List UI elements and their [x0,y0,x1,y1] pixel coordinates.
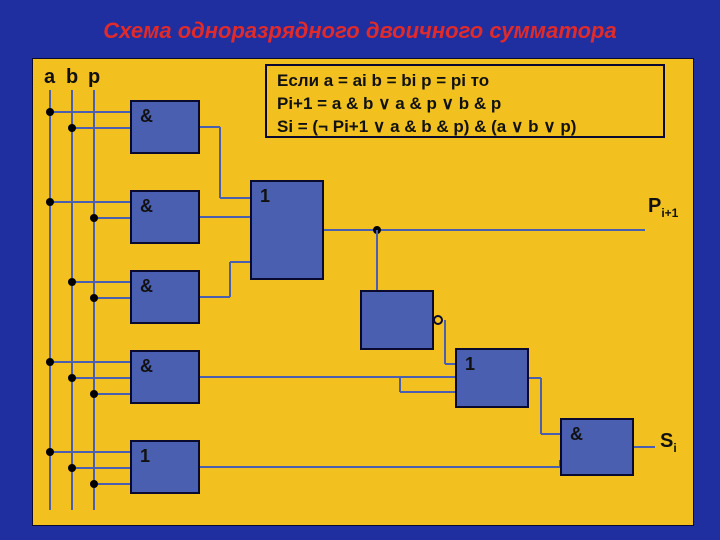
inverter-bubble [433,315,443,325]
wire [200,466,560,468]
gate-and-3: & [130,270,200,324]
junction-dot [68,124,76,132]
junction-dot [46,198,54,206]
wire [94,217,130,219]
wire [445,363,455,365]
gate-buffer [360,290,434,350]
diagram-title: Схема одноразрядного двоичного сумматора [0,18,720,44]
junction-dot [68,464,76,472]
gate-or-inputs: 1 [130,440,200,494]
gate-and-2: & [130,190,200,244]
wire [219,127,221,198]
wire [200,126,220,128]
wire [230,261,250,263]
wire [72,467,130,469]
wire [200,376,400,378]
wire [50,111,130,113]
wire [444,320,446,364]
wire [220,197,250,199]
output-label-s: Si [660,430,677,455]
gate-and-1: & [130,100,200,154]
junction-dot [46,358,54,366]
junction-dot [90,390,98,398]
wire [376,230,378,290]
wire [94,297,130,299]
wire [50,361,130,363]
input-label-p: p [88,66,100,89]
junction-dot [90,480,98,488]
input-label-b: b [66,66,78,89]
wire [72,281,130,283]
wire [540,378,542,434]
wire [229,262,231,297]
wire [200,216,250,218]
wire [400,391,455,393]
junction-dot [90,294,98,302]
junction-dot [90,214,98,222]
wire [200,296,230,298]
gate-or-right: 1 [455,348,529,408]
wire [72,377,130,379]
wire [94,393,130,395]
wire [50,451,130,453]
output-label-p: Pi+1 [648,195,678,220]
gate-or-mid: 1 [250,180,324,280]
wire [49,90,51,510]
wire [50,201,130,203]
junction-dot [46,108,54,116]
formula-box: Если a = ai b = bi p = pi то Pi+1 = a & … [265,64,665,138]
wire [541,433,560,435]
gate-and-right: & [560,418,634,476]
wire [634,446,655,448]
junction-dot [68,374,76,382]
formula-line-3: Si = (¬ Pi+1 ∨ a & b & p) & (a ∨ b ∨ p) [277,116,653,139]
gate-and-4: & [130,350,200,404]
junction-dot [68,278,76,286]
input-label-a: a [44,66,55,89]
wire [71,90,73,510]
wire [72,127,130,129]
wire [94,483,130,485]
junction-dot [46,448,54,456]
formula-line-2: Pi+1 = a & b ∨ a & p ∨ b & p [277,93,653,116]
formula-line-1: Если a = ai b = bi p = pi то [277,70,653,93]
wire [399,377,401,392]
